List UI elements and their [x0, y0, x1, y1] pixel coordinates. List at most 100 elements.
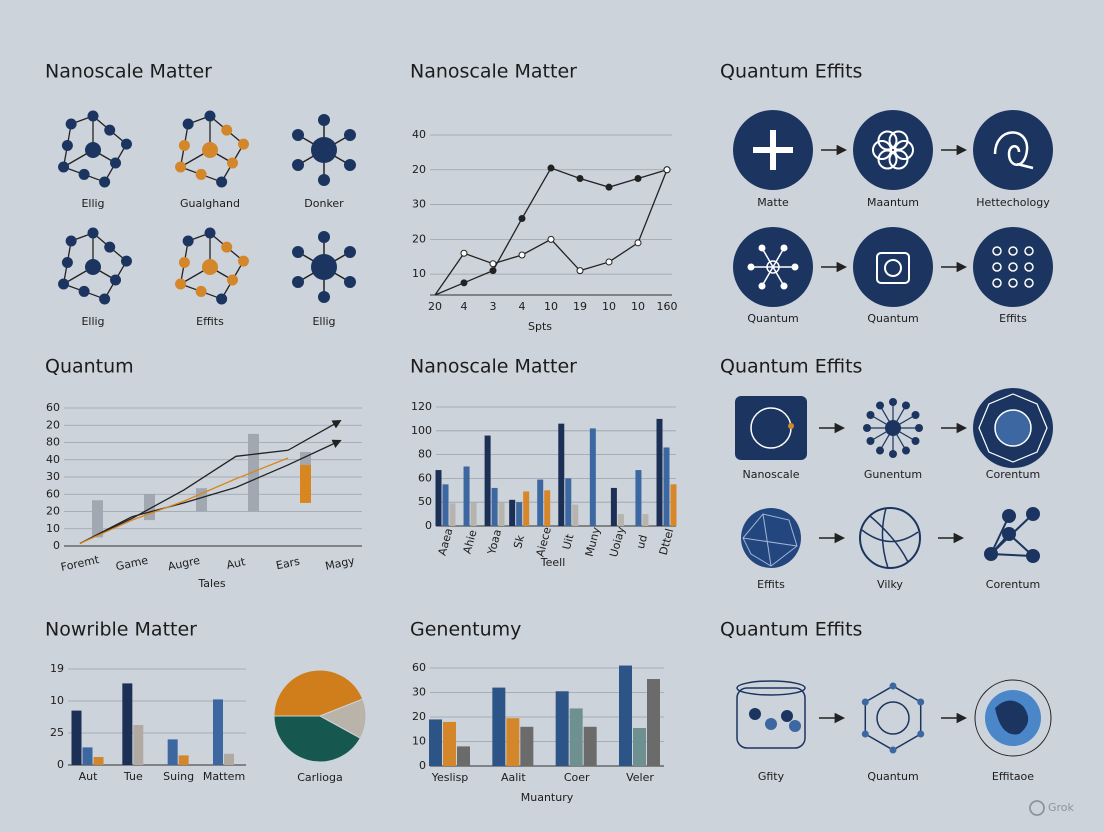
glyph: [761, 266, 774, 287]
glyph: [863, 424, 871, 432]
bar: [492, 687, 506, 766]
glyph: [1024, 278, 1034, 288]
atom: [343, 129, 356, 141]
diagram-label: Corentum: [986, 578, 1040, 591]
atom: [195, 285, 207, 297]
data-point: [547, 164, 555, 172]
x-tick-label: 10: [631, 300, 645, 313]
glyph: [917, 730, 925, 738]
y-tick-label: 20: [412, 232, 426, 245]
diagram-label: Nanoscale: [742, 468, 799, 481]
glyph: [889, 450, 897, 458]
panel-title: Quantum Effits: [720, 356, 862, 378]
glyph: [877, 130, 898, 151]
glyph: [780, 282, 788, 290]
glyph: [978, 393, 1048, 463]
glyph: [1002, 527, 1016, 541]
data-point: [489, 267, 497, 275]
atom: [292, 129, 305, 141]
x-tick-label: Veler: [626, 771, 654, 784]
y-tick-label: 20: [46, 505, 60, 518]
glyph: [877, 149, 898, 170]
y-tick-label: 30: [46, 470, 60, 483]
bar: [224, 753, 234, 765]
pie-label: Carlioga: [297, 771, 343, 784]
icon-disc: [853, 110, 933, 190]
y-tick-label: 100: [411, 424, 432, 437]
atom: [110, 274, 122, 286]
glyph: [888, 149, 909, 170]
bar: [506, 718, 520, 766]
atom: [78, 168, 90, 180]
process-icon: [733, 227, 813, 307]
range-bar: [248, 433, 259, 512]
glyph: [772, 247, 785, 268]
bar: [589, 428, 596, 526]
glyph: [781, 710, 793, 722]
y-tick-label: 10: [50, 694, 64, 707]
atom: [120, 138, 132, 150]
data-point: [518, 214, 526, 222]
data-point: [663, 166, 671, 174]
data-point: [576, 174, 584, 182]
bar: [82, 747, 93, 765]
glyph: [888, 130, 909, 151]
glyph: [876, 446, 884, 455]
atom: [178, 139, 190, 151]
process-icon: [984, 507, 1040, 563]
bar: [122, 683, 133, 765]
bar: [71, 710, 82, 765]
atom: [195, 168, 207, 180]
y-tick-label: 60: [412, 661, 426, 674]
atom: [227, 157, 239, 169]
bar: [537, 479, 544, 526]
atom: [204, 227, 216, 239]
bar: [633, 728, 646, 766]
x-axis-title: Teell: [540, 556, 566, 569]
atom: [175, 278, 187, 290]
glyph: [902, 446, 910, 455]
atom: [292, 246, 305, 258]
glyph: [889, 746, 897, 754]
atom: [78, 285, 90, 297]
diagram-label: Gunentum: [864, 468, 922, 481]
x-tick-label: Yeslisp: [431, 771, 469, 784]
y-tick-label: 25: [50, 726, 64, 739]
diagram-label: Quantum: [867, 770, 918, 783]
diagram-label: Gualghand: [180, 197, 240, 210]
y-tick-label: 20: [412, 163, 426, 176]
atom: [318, 291, 330, 303]
atom: [178, 256, 190, 268]
process-icon: [973, 110, 1053, 190]
diagram-label: Effits: [196, 315, 224, 328]
data-line: [79, 439, 342, 544]
y-tick-label: 10: [412, 267, 426, 280]
bar: [569, 708, 583, 766]
process-icon: [733, 110, 813, 190]
range-bar: [300, 464, 311, 503]
x-tick-label: 160: [657, 300, 678, 313]
diagram-label: Effitaoe: [992, 770, 1034, 783]
y-tick-label: 40: [46, 453, 60, 466]
y-tick-label: 80: [418, 448, 432, 461]
bar: [93, 757, 104, 765]
bar: [617, 514, 624, 526]
x-tick-label: 20: [428, 300, 442, 313]
bar: [583, 726, 597, 766]
atom: [216, 176, 228, 188]
process-icon: [974, 679, 1052, 757]
glyph: [994, 409, 1032, 447]
glyph: [889, 682, 897, 690]
x-tick-label: Aut: [225, 555, 247, 572]
atom: [237, 255, 249, 267]
glyph: [788, 423, 794, 429]
panel-title: Nanoscale Matter: [410, 356, 577, 378]
data-point: [489, 260, 497, 268]
process-icon: [735, 396, 807, 460]
y-tick-label: 80: [46, 436, 60, 449]
glyph: [1026, 507, 1040, 521]
bar: [635, 470, 642, 526]
glyph: [1008, 278, 1018, 288]
atom: [343, 276, 356, 288]
